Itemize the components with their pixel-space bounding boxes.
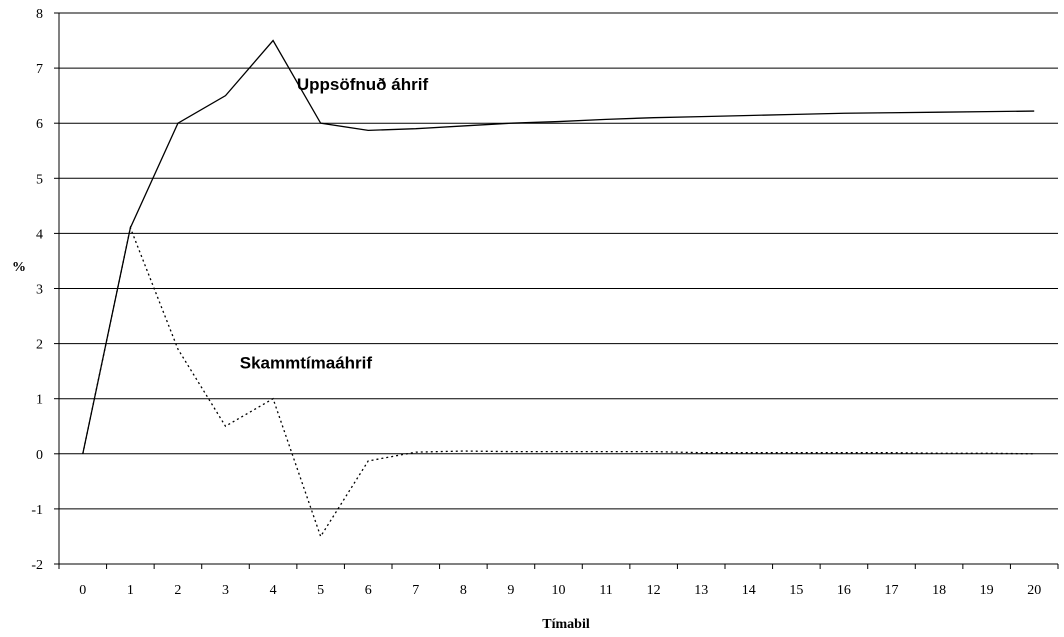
- y-tick-label: 7: [36, 62, 43, 77]
- x-tick-label: 10: [552, 583, 566, 598]
- x-tick-label: 6: [365, 583, 372, 598]
- y-tick-label: 4: [36, 227, 43, 242]
- y-tick-label: -2: [31, 558, 43, 573]
- x-tick-label: 2: [174, 583, 181, 598]
- series-line-cumulative: [83, 41, 1034, 454]
- y-tick-label: 2: [36, 338, 43, 353]
- x-tick-label: 0: [79, 583, 86, 598]
- x-tick-label: 1: [127, 583, 134, 598]
- x-tick-label: 20: [1027, 583, 1041, 598]
- x-tick-label: 4: [270, 583, 277, 598]
- y-tick-label: -1: [31, 503, 43, 518]
- y-tick-label: 6: [36, 117, 43, 132]
- y-tick-label: 3: [36, 283, 43, 298]
- x-tick-label: 17: [885, 583, 899, 598]
- x-tick-label: 7: [412, 583, 419, 598]
- y-axis-title: %: [12, 260, 26, 275]
- x-tick-label: 11: [599, 583, 612, 598]
- x-tick-label: 13: [694, 583, 708, 598]
- x-tick-label: 14: [742, 583, 756, 598]
- series-line-short-term: [83, 228, 1034, 537]
- y-tick-label: 5: [36, 172, 43, 187]
- x-tick-label: 9: [507, 583, 514, 598]
- annotations: Uppsöfnuð áhrif Skammtímaáhrif: [240, 75, 429, 372]
- x-tick-label: 18: [932, 583, 946, 598]
- series-label-short-term: Skammtímaáhrif: [240, 353, 373, 372]
- y-tick-label: 8: [36, 7, 43, 22]
- x-tick-label: 12: [647, 583, 661, 598]
- x-tick-label: 3: [222, 583, 229, 598]
- x-tick-label: 8: [460, 583, 467, 598]
- y-tick-label: 0: [36, 448, 43, 463]
- gridlines: [59, 13, 1058, 509]
- series-label-cumulative: Uppsöfnuð áhrif: [297, 75, 429, 94]
- x-tick-label: 19: [980, 583, 994, 598]
- y-tick-label: 1: [36, 393, 43, 408]
- x-tick-label: 5: [317, 583, 324, 598]
- x-tick-label: 16: [837, 583, 851, 598]
- x-axis-title: Tímabil: [542, 617, 590, 632]
- x-tick-label: 15: [789, 583, 803, 598]
